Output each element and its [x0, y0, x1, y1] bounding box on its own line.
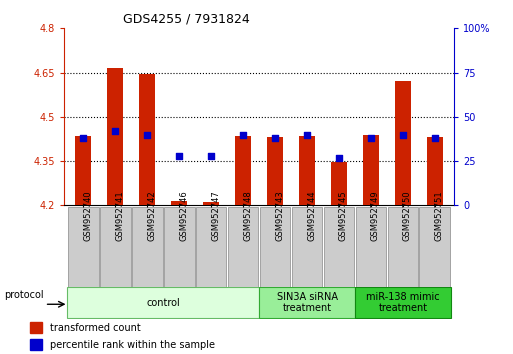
FancyBboxPatch shape — [259, 287, 355, 318]
Bar — [30, 322, 42, 333]
Text: GSM952744: GSM952744 — [307, 190, 316, 241]
Bar — [395, 81, 411, 205]
FancyBboxPatch shape — [324, 207, 354, 290]
Point — [143, 132, 151, 137]
Text: GSM952743: GSM952743 — [275, 190, 284, 241]
Point — [399, 132, 407, 137]
Text: GSM952745: GSM952745 — [339, 190, 348, 241]
Text: GSM952747: GSM952747 — [211, 190, 220, 241]
Bar — [299, 136, 315, 205]
Bar — [75, 136, 91, 205]
Bar — [331, 162, 347, 205]
FancyBboxPatch shape — [132, 207, 163, 290]
FancyBboxPatch shape — [292, 207, 322, 290]
Text: GSM952740: GSM952740 — [83, 190, 92, 241]
FancyBboxPatch shape — [356, 207, 386, 290]
Bar — [203, 202, 219, 205]
Point — [431, 135, 439, 141]
Text: percentile rank within the sample: percentile rank within the sample — [50, 340, 215, 350]
Text: transformed count: transformed count — [50, 323, 141, 333]
Text: GSM952746: GSM952746 — [179, 190, 188, 241]
Text: GSM952750: GSM952750 — [403, 190, 412, 241]
Point — [367, 135, 375, 141]
Bar — [267, 137, 283, 205]
Text: GSM952751: GSM952751 — [435, 190, 444, 241]
Bar — [235, 136, 251, 205]
Bar — [171, 201, 187, 205]
Bar — [139, 74, 155, 205]
Text: SIN3A siRNA
treatment: SIN3A siRNA treatment — [277, 292, 338, 314]
Bar — [427, 137, 443, 205]
FancyBboxPatch shape — [164, 207, 194, 290]
Point — [111, 128, 120, 134]
FancyBboxPatch shape — [260, 207, 290, 290]
Text: GDS4255 / 7931824: GDS4255 / 7931824 — [123, 13, 249, 26]
Text: GSM952741: GSM952741 — [115, 190, 124, 241]
Text: GSM952748: GSM952748 — [243, 190, 252, 241]
FancyBboxPatch shape — [196, 207, 226, 290]
Point — [175, 153, 183, 159]
Text: GSM952749: GSM952749 — [371, 190, 380, 241]
Point — [207, 153, 215, 159]
FancyBboxPatch shape — [420, 207, 450, 290]
FancyBboxPatch shape — [387, 207, 418, 290]
Text: GSM952742: GSM952742 — [147, 190, 156, 241]
FancyBboxPatch shape — [67, 287, 259, 318]
Text: miR-138 mimic
treatment: miR-138 mimic treatment — [366, 292, 440, 314]
Bar — [363, 135, 379, 205]
Point — [239, 132, 247, 137]
Bar — [107, 68, 123, 205]
Point — [271, 135, 279, 141]
Point — [79, 135, 87, 141]
Point — [335, 155, 343, 160]
FancyBboxPatch shape — [100, 207, 131, 290]
FancyBboxPatch shape — [355, 287, 451, 318]
FancyBboxPatch shape — [68, 207, 98, 290]
FancyBboxPatch shape — [228, 207, 259, 290]
Bar — [30, 339, 42, 350]
Point — [303, 132, 311, 137]
Text: control: control — [146, 298, 180, 308]
Text: protocol: protocol — [4, 290, 43, 300]
